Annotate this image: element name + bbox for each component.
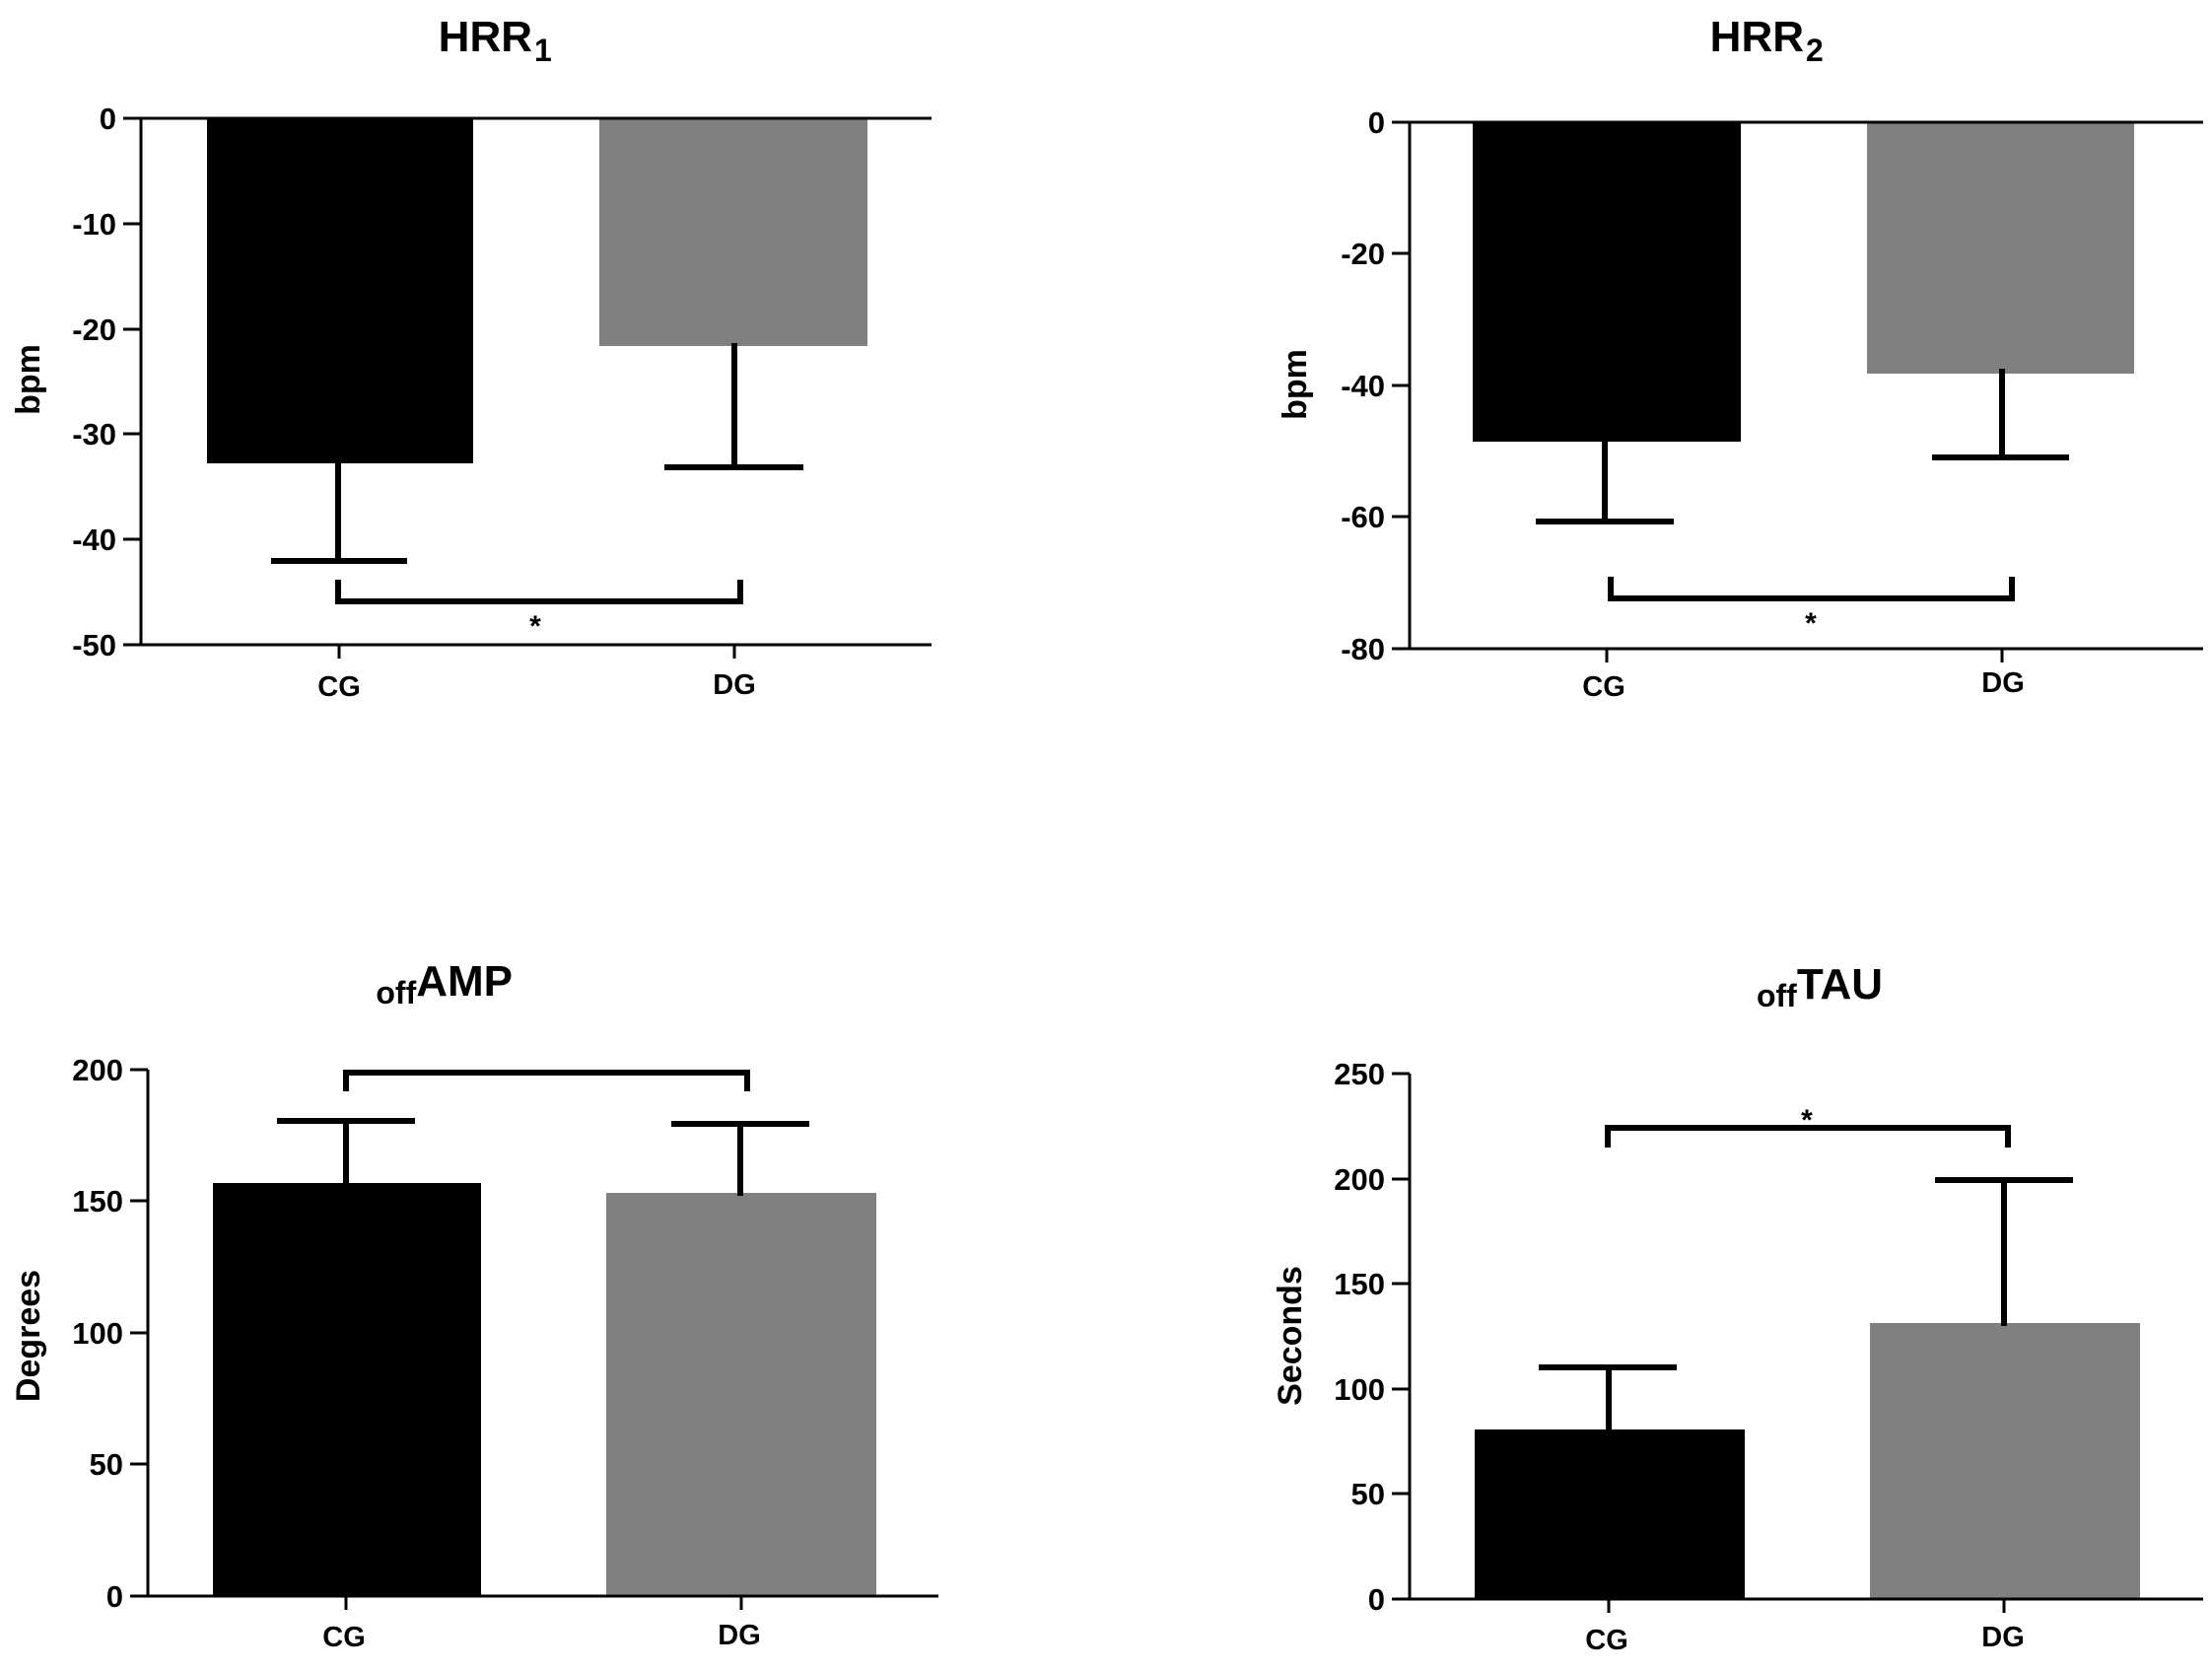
y-tick-label: 100 [1334, 1372, 1385, 1407]
y-tick-label: 0 [106, 1579, 123, 1614]
y-tick-label: 0 [1368, 105, 1385, 140]
significance-bracket [343, 1070, 750, 1091]
panel-title: offAMP [376, 957, 513, 1010]
y-axis-title: Degrees [10, 1270, 47, 1402]
y-tick-label: -30 [72, 417, 116, 452]
y-axis [130, 1068, 150, 1598]
x-axis [141, 643, 932, 659]
y-axis-title: bpm [1277, 349, 1314, 420]
y-axis [1392, 1072, 1412, 1601]
x-category-label: DG [713, 669, 756, 701]
y-tick-label: -50 [72, 628, 116, 662]
y-tick-label: 200 [1334, 1162, 1385, 1197]
y-tick-label: -80 [1341, 632, 1385, 666]
y-tick-label: 150 [1334, 1267, 1385, 1301]
significance-bracket [1605, 1125, 2011, 1148]
x-category-label: DG [1981, 667, 2025, 699]
x-category-label: DG [1981, 1622, 2025, 1653]
bar-dg [1870, 1323, 2140, 1599]
x-category-label: CG [322, 1622, 366, 1653]
y-tick-label: 0 [100, 102, 116, 136]
error-bar-dg [664, 343, 803, 470]
bar-dg [599, 118, 867, 346]
x-axis [1410, 647, 2203, 662]
x-category-label: CG [1585, 1625, 1628, 1656]
significance-bracket [335, 580, 743, 604]
panel-hrr1: HRR 1 bpm 0 -1 [10, 13, 932, 703]
x-category-label: CG [317, 671, 361, 703]
x-axis [1410, 1597, 2203, 1613]
y-axis-title: Seconds [1272, 1266, 1309, 1406]
y-tick-label: 50 [90, 1447, 123, 1482]
error-bar-cg [1539, 1364, 1677, 1432]
x-category-label: CG [1582, 671, 1625, 703]
error-bar-dg [671, 1121, 809, 1196]
bar-dg [1867, 122, 2134, 374]
panel-offamp: offAMP Degrees 200 150 100 50 [10, 957, 938, 1653]
panel-title-subscript: 2 [1806, 33, 1824, 68]
bar-cg [207, 118, 473, 463]
y-axis-title: bpm [10, 344, 47, 415]
panel-hrr2: HRR 2 bpm 0 -20 - [1277, 13, 2203, 703]
error-bar-dg [1935, 1177, 2073, 1326]
error-bar-cg [1536, 442, 1674, 524]
x-category-label: DG [718, 1620, 761, 1651]
significance-marker: * [1805, 607, 1817, 640]
y-axis [123, 116, 143, 647]
error-bar-cg [277, 1118, 415, 1186]
y-axis [1392, 120, 1412, 651]
error-bar-dg [1932, 369, 2069, 460]
y-tick-label: 200 [72, 1053, 123, 1087]
significance-marker: * [1801, 1104, 1813, 1137]
panel-title-subscript: 1 [534, 33, 552, 68]
y-tick-label: 50 [1351, 1477, 1385, 1511]
panel-title: offTAU [1757, 960, 1883, 1013]
y-tick-label: -40 [1341, 369, 1385, 403]
y-tick-label: -40 [72, 522, 116, 557]
y-tick-label: 100 [72, 1316, 123, 1351]
panel-title: HRR [1710, 13, 1804, 61]
bar-cg [213, 1183, 481, 1596]
y-tick-label: -10 [72, 207, 116, 242]
y-tick-label: 250 [1334, 1057, 1385, 1091]
panel-title: HRR [439, 13, 532, 61]
y-tick-label: -60 [1341, 500, 1385, 534]
bar-cg [1473, 122, 1741, 442]
y-tick-label: 150 [72, 1184, 123, 1219]
bar-cg [1475, 1429, 1745, 1599]
y-tick-label: 0 [1368, 1582, 1385, 1617]
x-axis [148, 1594, 938, 1610]
significance-marker: * [529, 610, 541, 643]
significance-bracket [1608, 577, 2015, 601]
error-bar-cg [271, 463, 407, 564]
panel-offtau: offTAU Seconds 250 200 150 [1272, 960, 2203, 1656]
y-tick-label: -20 [72, 313, 116, 347]
bar-dg [606, 1193, 876, 1596]
y-tick-label: -20 [1341, 237, 1385, 271]
